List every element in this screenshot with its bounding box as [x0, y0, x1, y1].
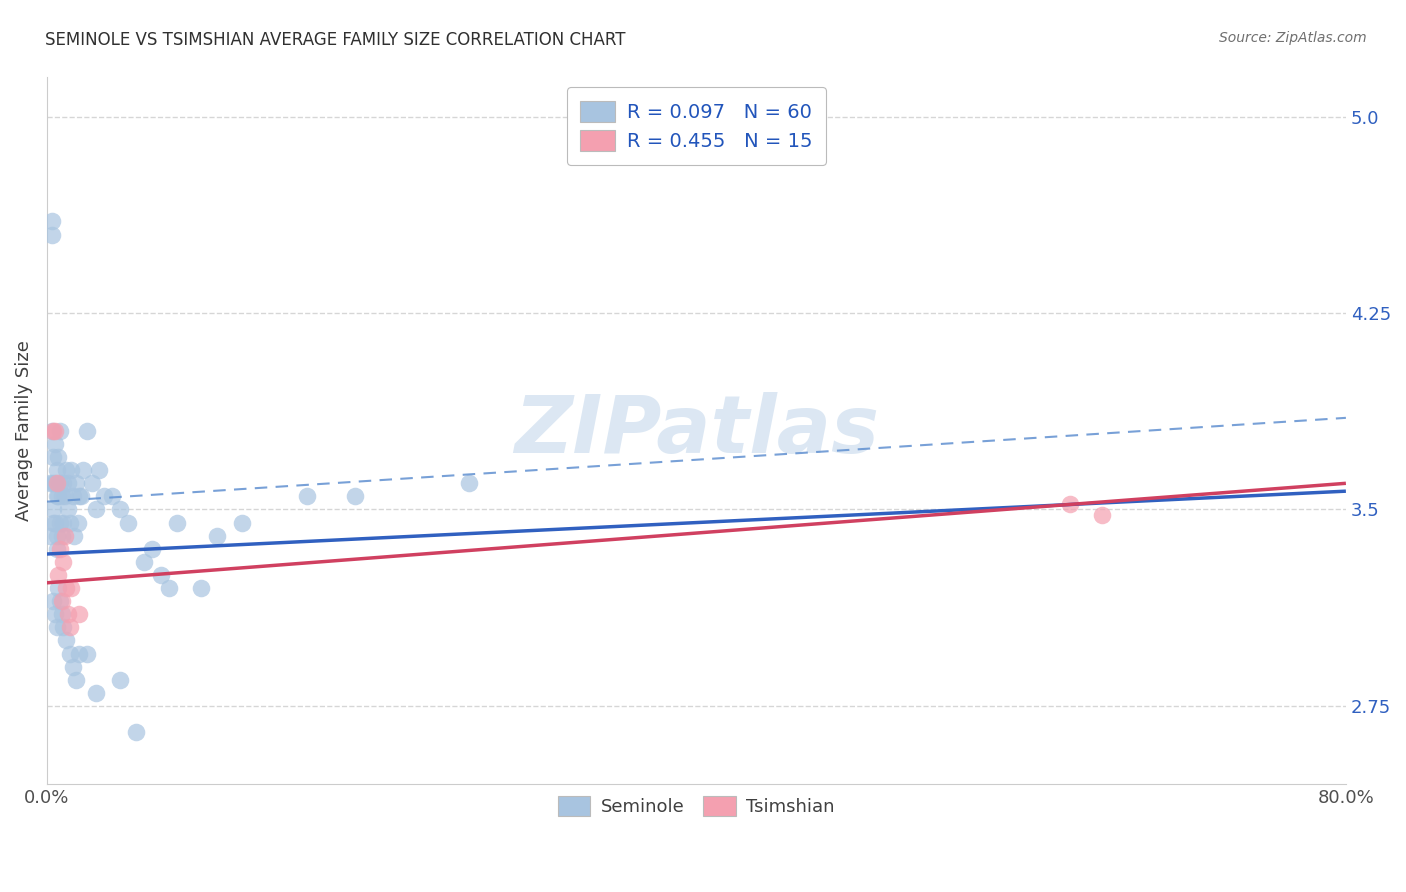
Point	[344, 489, 367, 503]
Point	[55, 463, 77, 477]
Point	[42, 476, 65, 491]
Y-axis label: Average Family Size: Average Family Size	[15, 341, 32, 521]
Point	[70, 489, 93, 503]
Point	[207, 529, 229, 543]
Point	[52, 476, 75, 491]
Point	[87, 463, 110, 477]
Point	[51, 607, 73, 622]
Point	[65, 476, 87, 491]
Point	[45, 620, 67, 634]
Point	[93, 489, 115, 503]
Point	[52, 555, 75, 569]
Point	[42, 502, 65, 516]
Point	[166, 516, 188, 530]
Point	[46, 581, 69, 595]
Point	[157, 581, 180, 595]
Point	[149, 568, 172, 582]
Point	[56, 607, 79, 622]
Point	[49, 594, 72, 608]
Text: Source: ZipAtlas.com: Source: ZipAtlas.com	[1219, 31, 1367, 45]
Point	[125, 725, 148, 739]
Point	[49, 476, 72, 491]
Point	[46, 568, 69, 582]
Point	[42, 594, 65, 608]
Point	[65, 673, 87, 687]
Point	[41, 424, 63, 438]
Point	[52, 516, 75, 530]
Point	[84, 686, 107, 700]
Point	[51, 529, 73, 543]
Point	[59, 516, 82, 530]
Text: SEMINOLE VS TSIMSHIAN AVERAGE FAMILY SIZE CORRELATION CHART: SEMINOLE VS TSIMSHIAN AVERAGE FAMILY SIZ…	[45, 31, 626, 49]
Point	[55, 581, 77, 595]
Point	[44, 516, 66, 530]
Legend: Seminole, Tsimshian: Seminole, Tsimshian	[548, 787, 844, 825]
Point	[55, 633, 77, 648]
Point	[39, 529, 62, 543]
Point	[1059, 497, 1081, 511]
Point	[134, 555, 156, 569]
Point	[53, 529, 76, 543]
Point	[190, 581, 212, 595]
Point	[67, 607, 90, 622]
Point	[56, 476, 79, 491]
Point	[231, 516, 253, 530]
Point	[44, 424, 66, 438]
Point	[84, 502, 107, 516]
Point	[62, 489, 84, 503]
Point	[67, 647, 90, 661]
Point	[45, 463, 67, 477]
Point	[42, 450, 65, 464]
Point	[295, 489, 318, 503]
Point	[42, 516, 65, 530]
Point	[53, 489, 76, 503]
Point	[76, 647, 98, 661]
Point	[108, 673, 131, 687]
Point	[45, 529, 67, 543]
Point	[458, 476, 481, 491]
Point	[49, 424, 72, 438]
Point	[59, 620, 82, 634]
Point	[1091, 508, 1114, 522]
Point	[62, 659, 84, 673]
Point	[49, 541, 72, 556]
Point	[63, 529, 86, 543]
Point	[82, 476, 104, 491]
Point	[51, 594, 73, 608]
Point	[44, 437, 66, 451]
Point	[45, 489, 67, 503]
Point	[51, 489, 73, 503]
Point	[46, 450, 69, 464]
Point	[45, 476, 67, 491]
Point	[42, 424, 65, 438]
Point	[141, 541, 163, 556]
Point	[66, 516, 89, 530]
Point	[60, 581, 83, 595]
Point	[41, 227, 63, 242]
Point	[59, 647, 82, 661]
Point	[117, 516, 139, 530]
Point	[60, 463, 83, 477]
Point	[72, 463, 94, 477]
Point	[67, 489, 90, 503]
Point	[41, 214, 63, 228]
Text: ZIPatlas: ZIPatlas	[513, 392, 879, 470]
Point	[76, 424, 98, 438]
Point	[45, 541, 67, 556]
Point	[39, 476, 62, 491]
Point	[44, 607, 66, 622]
Point	[101, 489, 124, 503]
Point	[44, 476, 66, 491]
Point	[52, 620, 75, 634]
Point	[108, 502, 131, 516]
Point	[46, 489, 69, 503]
Point	[49, 516, 72, 530]
Point	[56, 502, 79, 516]
